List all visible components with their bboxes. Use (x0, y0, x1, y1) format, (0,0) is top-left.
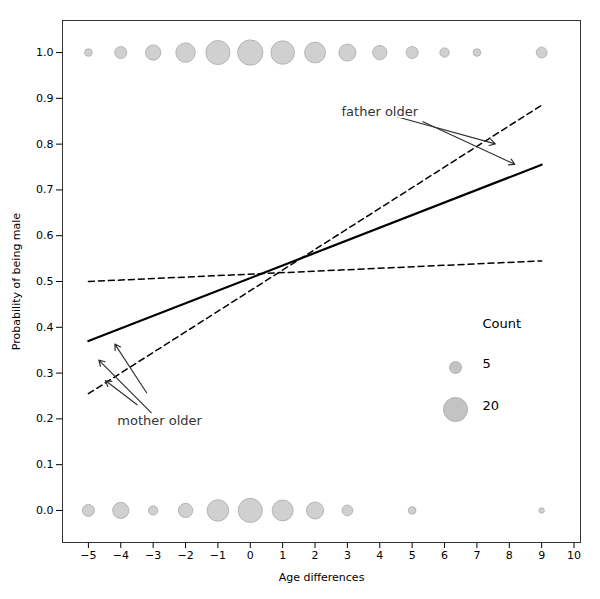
svg-text:0.6: 0.6 (36, 229, 54, 242)
svg-text:4: 4 (376, 549, 383, 562)
svg-text:−4: −4 (113, 549, 129, 562)
svg-text:0.3: 0.3 (36, 367, 54, 380)
svg-text:mother older: mother older (117, 413, 202, 428)
svg-text:−5: −5 (80, 549, 96, 562)
svg-text:7: 7 (473, 549, 480, 562)
svg-text:0: 0 (247, 549, 254, 562)
svg-text:0.8: 0.8 (36, 138, 54, 151)
svg-text:9: 9 (538, 549, 545, 562)
svg-text:0.5: 0.5 (36, 275, 54, 288)
svg-text:0.2: 0.2 (36, 412, 54, 425)
svg-text:0.7: 0.7 (36, 183, 54, 196)
svg-text:0.0: 0.0 (36, 504, 54, 517)
svg-text:0.9: 0.9 (36, 92, 54, 105)
svg-text:3: 3 (344, 549, 351, 562)
svg-text:−3: −3 (145, 549, 161, 562)
svg-text:20: 20 (483, 398, 500, 413)
svg-text:Count: Count (483, 316, 522, 331)
svg-text:6: 6 (441, 549, 448, 562)
svg-text:−2: −2 (177, 549, 193, 562)
svg-text:Age differences: Age differences (279, 571, 365, 584)
svg-text:father older: father older (342, 104, 419, 119)
svg-text:−1: −1 (210, 549, 226, 562)
svg-text:2: 2 (312, 549, 319, 562)
svg-text:5: 5 (409, 549, 416, 562)
svg-text:5: 5 (483, 356, 491, 371)
svg-text:1: 1 (279, 549, 286, 562)
svg-text:Probability of being male: Probability of being male (10, 213, 23, 351)
svg-text:0.1: 0.1 (36, 458, 54, 471)
svg-text:10: 10 (567, 549, 581, 562)
svg-text:0.4: 0.4 (36, 321, 54, 334)
svg-text:1.0: 1.0 (36, 46, 54, 59)
svg-text:8: 8 (506, 549, 513, 562)
